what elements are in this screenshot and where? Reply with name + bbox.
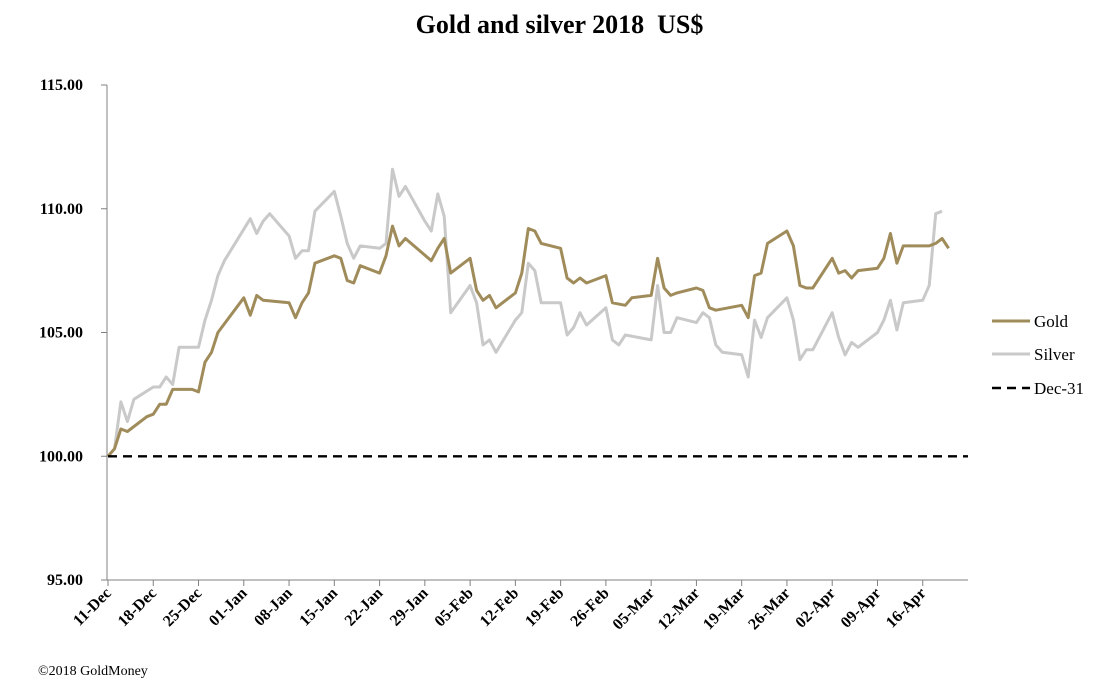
- x-axis-ticks: 11-Dec 18-Dec 25-Dec 01-Jan 08-Jan 15-Jan 22-J…: [70, 580, 930, 633]
- x-tick-label: 18-Dec: [115, 585, 160, 630]
- chart-title: Gold and silver 2018 US$: [415, 10, 704, 39]
- x-tick-label: 09-Apr: [838, 585, 885, 632]
- chart-series: [106, 167, 968, 458]
- x-tick-label: 19-Mar: [700, 585, 748, 633]
- series-line-gold: [106, 224, 950, 458]
- legend-label-silver: Silver: [1034, 345, 1075, 364]
- x-tick-label: 16-Apr: [883, 585, 930, 632]
- y-tick-label: 110.00: [40, 201, 83, 218]
- x-tick-label: 26-Mar: [745, 585, 793, 633]
- x-tick-label: 29-Jan: [387, 585, 432, 630]
- x-tick-label: 05-Feb: [432, 585, 477, 630]
- legend-label-dec-31: Dec-31: [1034, 379, 1084, 398]
- x-tick-label: 22-Jan: [342, 585, 387, 630]
- x-tick-label: 26-Feb: [567, 585, 612, 630]
- y-axis-ticks: 95.00 100.00 105.00 110.00 115.00: [39, 77, 107, 589]
- y-tick-label: 115.00: [40, 77, 83, 94]
- chart-legend: Gold Silver Dec-31: [992, 312, 1084, 398]
- y-tick-label: 95.00: [47, 572, 83, 589]
- y-tick-label: 105.00: [39, 325, 83, 342]
- x-tick-label: 25-Dec: [160, 585, 205, 630]
- x-tick-label: 15-Jan: [296, 585, 341, 630]
- copyright-text: ©2018 GoldMoney: [38, 664, 148, 679]
- y-tick-label: 100.00: [39, 448, 83, 465]
- x-tick-label: 11-Dec: [70, 585, 115, 630]
- legend-label-gold: Gold: [1034, 312, 1069, 331]
- x-tick-label: 01-Jan: [206, 585, 251, 630]
- x-tick-label: 12-Mar: [655, 585, 703, 633]
- x-tick-label: 08-Jan: [251, 585, 296, 630]
- x-tick-label: 02-Apr: [792, 585, 839, 632]
- series-line-silver: [106, 167, 943, 458]
- x-tick-label: 12-Feb: [477, 585, 522, 630]
- x-tick-label: 05-Mar: [610, 585, 658, 633]
- x-tick-label: 19-Feb: [522, 585, 567, 630]
